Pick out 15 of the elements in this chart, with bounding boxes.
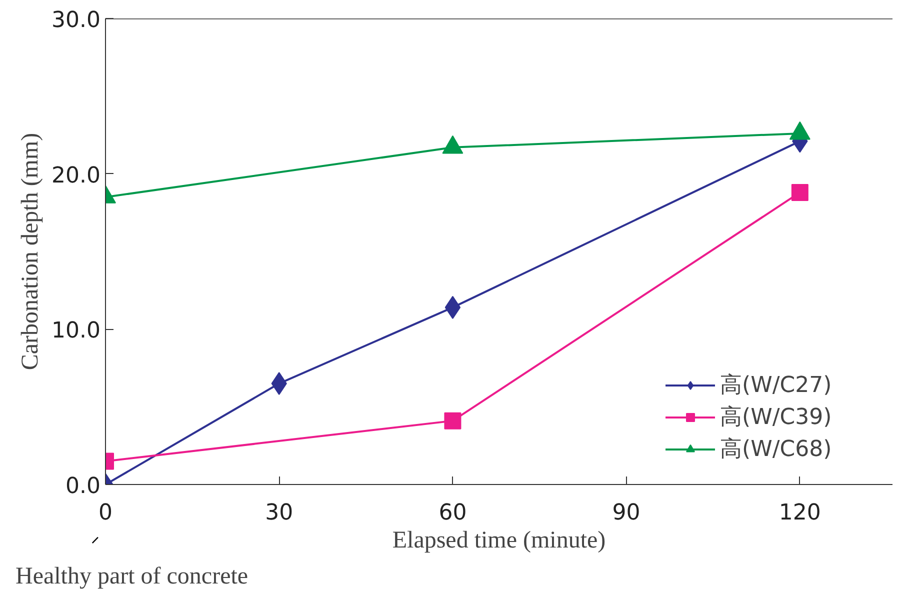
legend-label: 高(W/C27) bbox=[720, 372, 832, 400]
legend-label: 高(W/C68) bbox=[720, 436, 832, 464]
x-tick-label: 0 bbox=[98, 500, 112, 526]
y-tick-label: 0.0 bbox=[66, 474, 101, 499]
x-tick-label: 90 bbox=[612, 500, 640, 526]
x-tick-label: 60 bbox=[438, 500, 467, 526]
legend-label: 高(W/C39) bbox=[720, 404, 832, 432]
x-axis-title: Elapsed time (minute) bbox=[392, 528, 606, 554]
y-tick-label: 30.0 bbox=[52, 8, 100, 33]
x-tick-label: 30 bbox=[265, 500, 294, 526]
x-tick-label: 120 bbox=[778, 500, 821, 526]
y-tick-label: 20.0 bbox=[52, 163, 100, 188]
text: Healthy part of concrete bbox=[16, 564, 248, 590]
y-tick-label: 10.0 bbox=[52, 318, 100, 344]
y-axis-title: Carbonation depth (mm) bbox=[18, 132, 44, 370]
